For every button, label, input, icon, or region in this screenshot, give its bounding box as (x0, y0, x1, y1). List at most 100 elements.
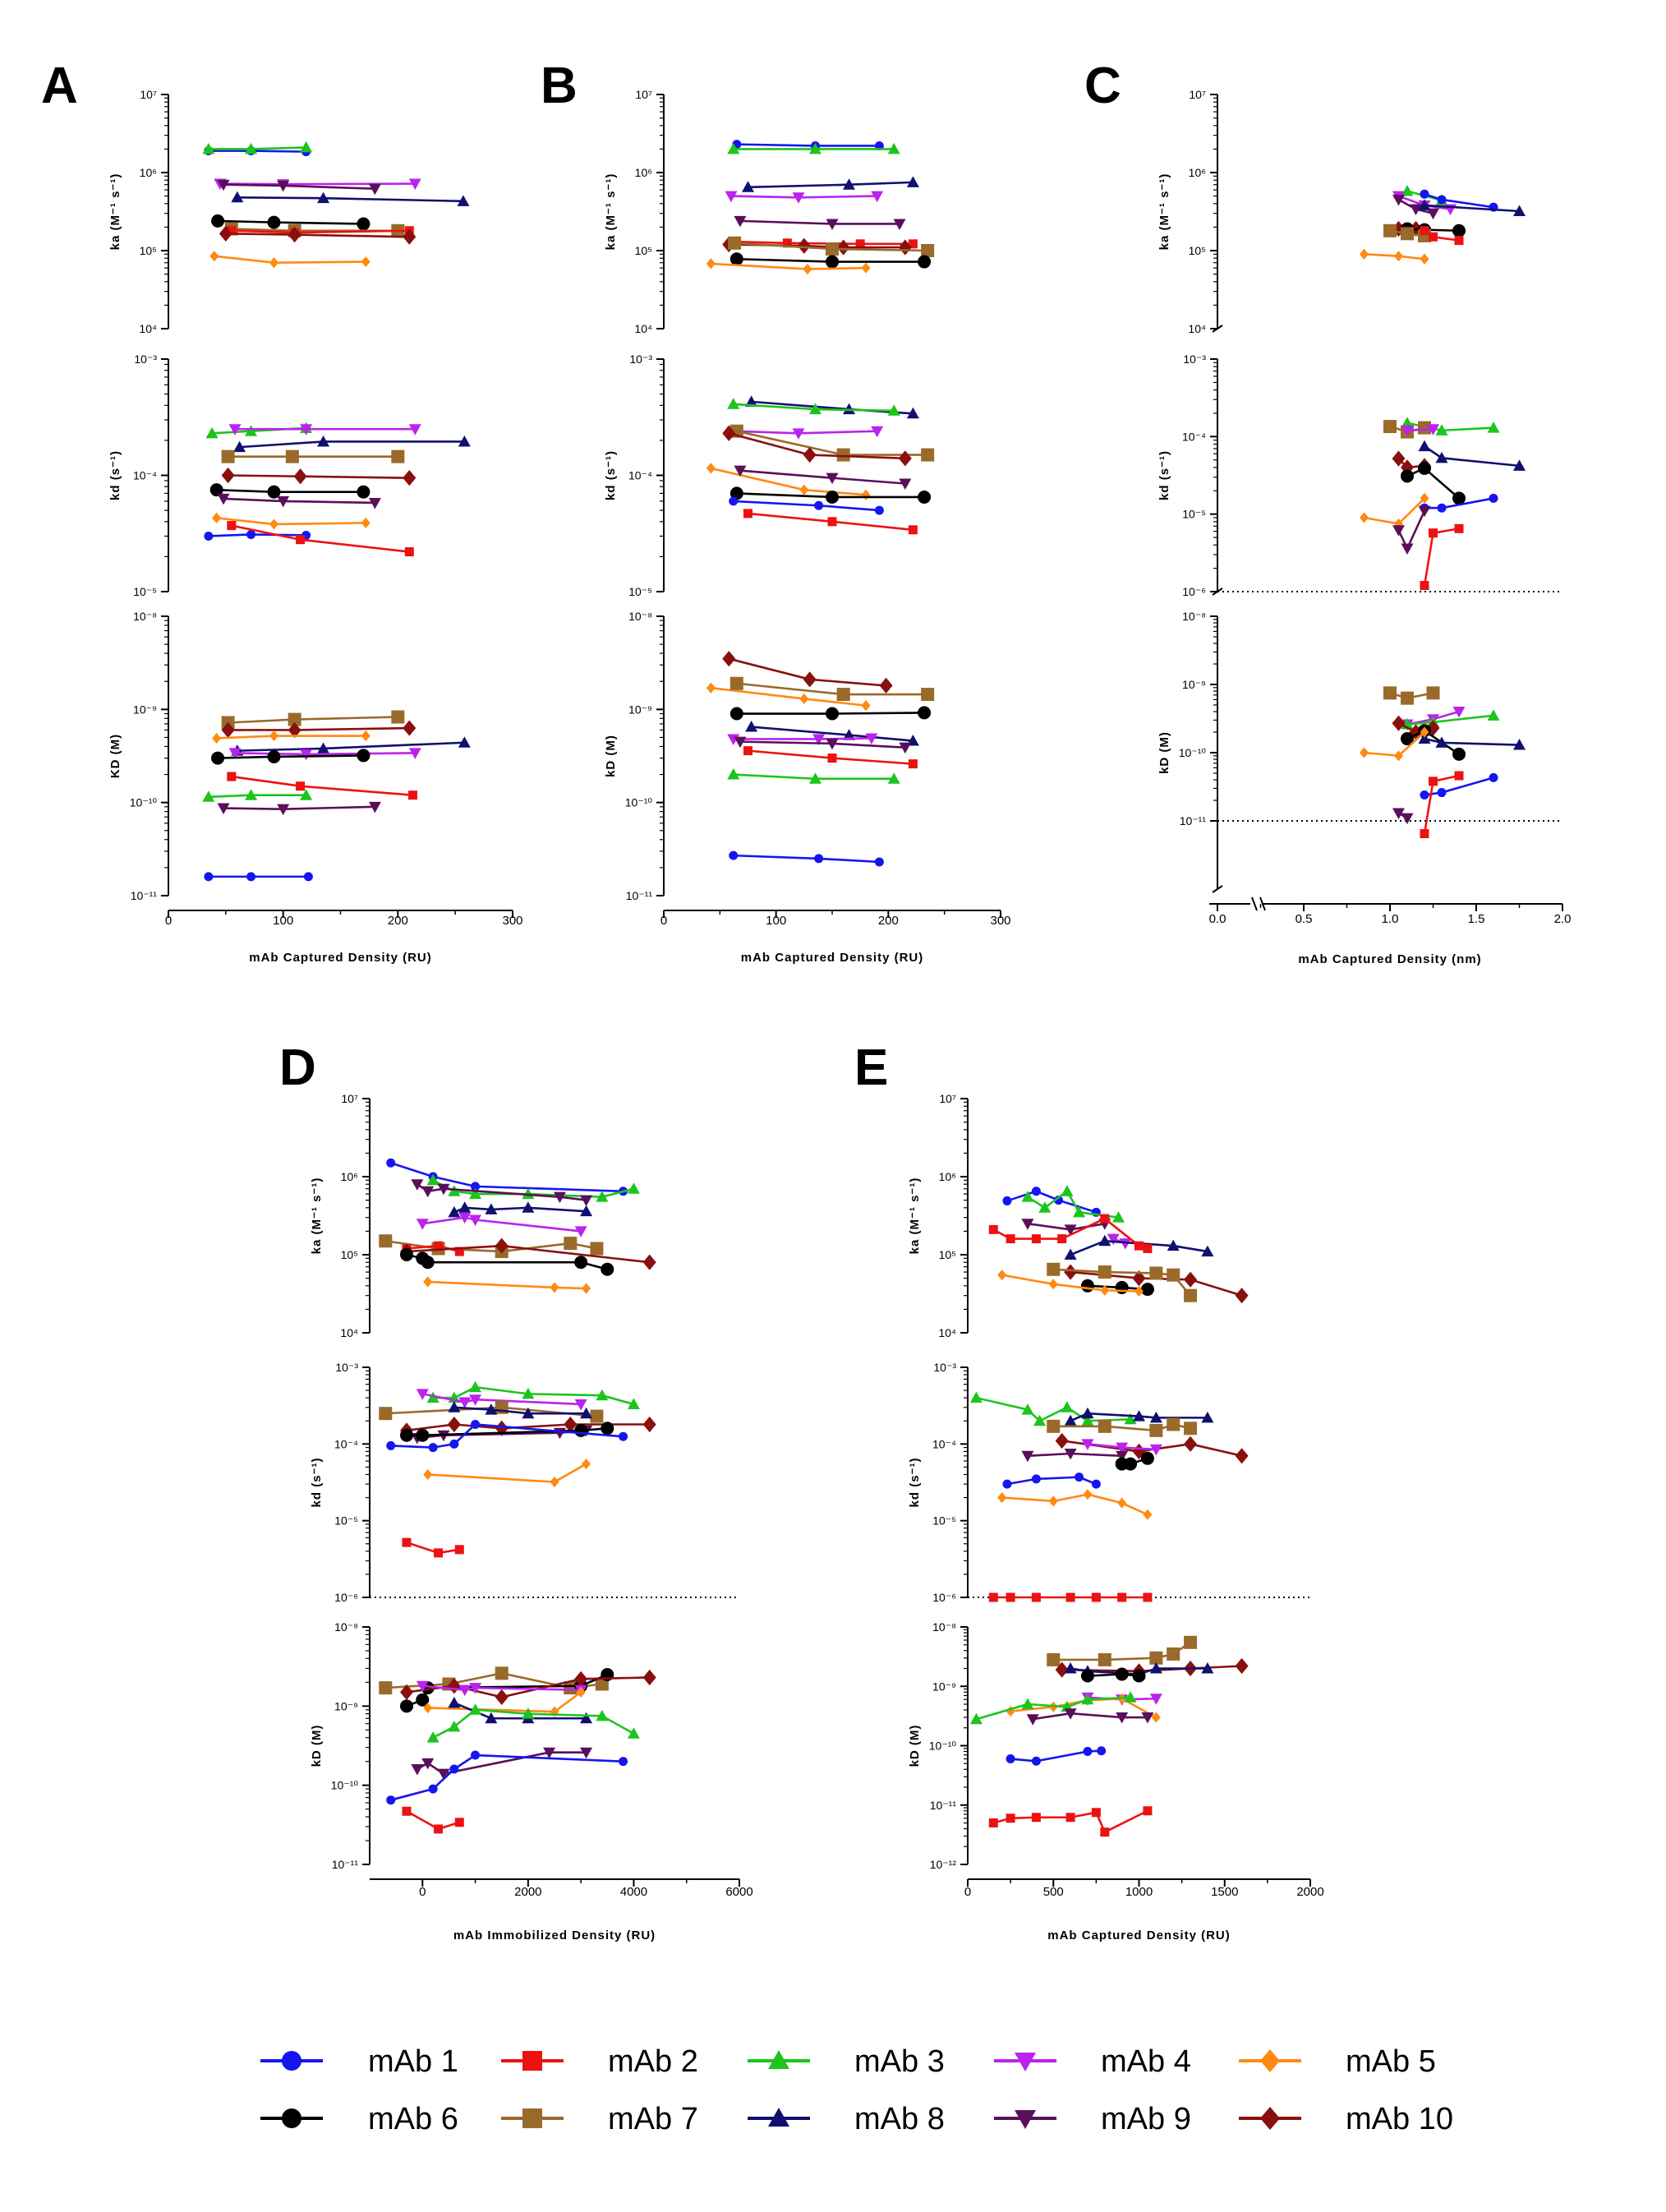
point-mab-5 (799, 693, 809, 705)
point-mab-10 (803, 671, 817, 688)
y-tick-label: 10⁶ (635, 166, 652, 179)
series-line-mab-3 (1406, 714, 1494, 726)
point-mab-8 (906, 176, 919, 187)
panel-e-ka-plot: 10⁴ 10⁵ 10⁶ 10⁷ ka (M⁻¹ s⁻¹) (908, 1092, 1249, 1339)
point-mab-3 (1073, 1205, 1086, 1218)
point-mab-9 (899, 742, 912, 754)
series-line-mab-5 (427, 1280, 587, 1290)
series-mab-2 (227, 772, 417, 800)
point-mab-7 (1149, 1423, 1163, 1437)
series-line-mab-8 (1424, 204, 1520, 213)
point-mab-9 (217, 179, 230, 191)
point-mab-1 (204, 872, 214, 882)
series-line-mab-5 (1001, 1274, 1139, 1293)
point-mab-2 (1100, 1214, 1110, 1224)
point-mab-5 (582, 1458, 591, 1470)
point-mab-5 (861, 489, 871, 500)
series-line-mab-4 (733, 430, 877, 435)
point-mab-10 (293, 468, 307, 485)
point-mab-6 (1401, 732, 1414, 746)
point-mab-9 (543, 1747, 556, 1759)
charts-layer: 10⁴ 10⁵ 10⁶ 10⁷ ka (M⁻¹ s⁻¹) 10⁻⁵ 10⁻⁴ 10⁻³ kd (… (108, 88, 1571, 1942)
point-mab-8 (485, 1203, 498, 1214)
point-mab-3 (205, 426, 219, 439)
point-mab-8 (1098, 1234, 1111, 1247)
point-mab-3 (426, 1391, 440, 1403)
y-axis-title: ka (M⁻¹ s⁻¹) (108, 173, 122, 251)
series-mab-1 (729, 850, 884, 867)
point-mab-10 (288, 227, 301, 243)
point-mab-2 (1143, 1806, 1153, 1816)
series-mab-4 (228, 424, 421, 435)
point-mab-8 (742, 181, 754, 192)
point-mab-3 (809, 772, 821, 784)
series-mab-8 (233, 435, 471, 453)
panel-e-kd-plot: 10⁻⁶ 10⁻⁵ 10⁻⁴ 10⁻³ kd (s⁻¹) (908, 1361, 1310, 1604)
x-tick-label: 0 (165, 914, 172, 928)
series-line-mab-10 (1061, 1665, 1242, 1673)
point-mab-4 (300, 749, 313, 761)
point-mab-7 (590, 1409, 604, 1423)
point-mab-7 (1383, 420, 1397, 434)
panel-c-ka-plot: 10⁴ 10⁵ 10⁶ 10⁷ ka (M⁻¹ s⁻¹) (1157, 88, 1526, 335)
point-mab-5 (1117, 1497, 1127, 1509)
point-mab-6 (357, 485, 370, 499)
series-mab-8 (1064, 1407, 1214, 1426)
point-mab-4 (1427, 424, 1439, 435)
point-mab-5 (803, 263, 812, 275)
series-line-mab-4 (1406, 427, 1434, 432)
series-mab-7 (221, 710, 405, 730)
point-mab-8 (233, 440, 246, 453)
point-mab-4 (792, 428, 805, 440)
point-mab-7 (921, 244, 935, 257)
point-mab-2 (1143, 1243, 1153, 1253)
point-mab-2 (1006, 1592, 1015, 1602)
y-tick-label: 10⁻³ (335, 1361, 358, 1374)
series-line-mab-1 (390, 1162, 624, 1193)
y-tick-label: 10⁶ (939, 1170, 956, 1183)
point-mab-2 (407, 790, 417, 800)
point-mab-9 (826, 472, 839, 485)
point-mab-2 (434, 1241, 444, 1251)
point-mab-2 (454, 1545, 464, 1555)
point-mab-7 (1098, 1652, 1111, 1666)
panel-a-x-axis: 0 100 200 300 mAb Captured Density (RU) (165, 910, 523, 965)
point-mab-4 (408, 424, 421, 435)
point-mab-5 (269, 257, 278, 269)
point-mab-2 (1065, 1592, 1075, 1602)
point-mab-6 (357, 217, 370, 231)
point-mab-10 (1392, 220, 1406, 237)
point-mab-10 (1235, 1288, 1249, 1304)
point-mab-4 (792, 192, 805, 204)
point-mab-9 (437, 1430, 450, 1442)
point-mab-10 (1392, 715, 1406, 731)
series-mab-9 (1021, 1448, 1129, 1463)
point-mab-2 (454, 1818, 464, 1827)
series-mab-4 (416, 1212, 587, 1237)
point-mab-3 (1401, 184, 1414, 196)
series-mab-2 (402, 1806, 464, 1834)
point-mab-1 (619, 1431, 628, 1441)
point-mab-3 (202, 142, 215, 154)
point-mab-4 (1452, 707, 1466, 718)
point-mab-2 (1454, 236, 1464, 246)
point-mab-9 (277, 804, 290, 816)
point-mab-1 (471, 1420, 481, 1430)
point-mab-6 (574, 1256, 588, 1270)
x-tick-label: 0 (419, 1885, 426, 1899)
legend-swatch-marker (282, 2051, 301, 2071)
series-line-mab-1 (1006, 1190, 1097, 1214)
x-axis-break-mark (1259, 896, 1266, 911)
y-axis-break-mark (1212, 325, 1223, 333)
panel-d-ka-plot: 10⁴ 10⁵ 10⁶ 10⁷ ka (M⁻¹ s⁻¹) (310, 1092, 656, 1339)
point-mab-3 (1111, 1211, 1125, 1223)
point-mab-8 (1513, 739, 1526, 750)
series-line-mab-1 (733, 500, 880, 512)
point-mab-4 (1149, 1694, 1162, 1705)
legend-label-mab-7: mAb 7 (608, 2102, 698, 2136)
y-tick-label: 10⁷ (635, 88, 652, 101)
panel-c-kd-plot: 10⁻¹¹ 10⁻¹⁰ 10⁻⁹ 10⁻⁸ kD (M) (1157, 610, 1562, 889)
point-mab-3 (300, 789, 313, 800)
point-mab-3 (1038, 1201, 1052, 1213)
point-mab-8 (1201, 1245, 1214, 1257)
